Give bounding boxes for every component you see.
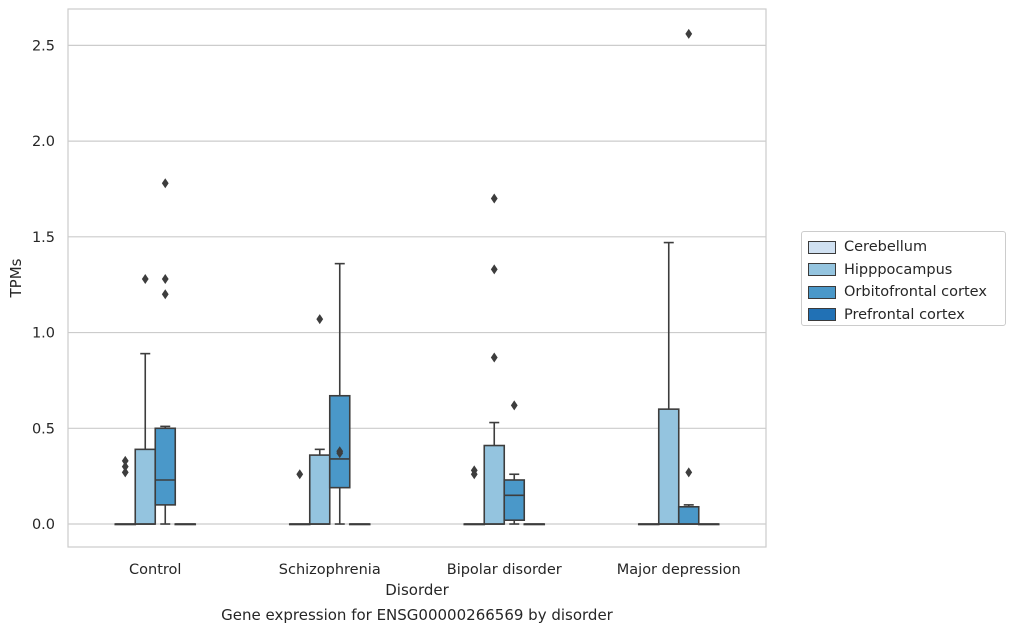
x-axis-label: Disorder — [385, 581, 449, 599]
box-0-3 — [637, 523, 660, 526]
y-tick-labels: 0.0 0.5 1.0 1.5 2.0 2.5 — [32, 38, 55, 533]
x-tick-labels: Control Schizophrenia Bipolar disorder Majo… — [129, 562, 741, 578]
outlier-1 — [161, 273, 169, 284]
outlier-0 — [141, 273, 149, 284]
x-tick-label-1: Schizophrenia — [279, 562, 381, 578]
y-tick-label-1: 0.5 — [32, 421, 55, 437]
outlier-2 — [490, 193, 498, 204]
box-2-3 — [677, 28, 700, 525]
box-layer — [114, 28, 720, 526]
box-body — [328, 394, 351, 489]
outlier-0 — [161, 289, 169, 300]
legend-swatch — [808, 285, 836, 299]
outlier-0 — [121, 467, 129, 478]
y-tick-label-3: 1.5 — [32, 230, 55, 246]
legend-label: Cerebellum — [844, 239, 928, 256]
outlier-2 — [161, 178, 169, 189]
box-body — [154, 427, 177, 506]
legend-swatch — [808, 263, 836, 277]
y-tick-label-2: 1.0 — [32, 326, 55, 342]
outlier-0 — [685, 467, 693, 478]
box-0-0 — [114, 455, 137, 526]
box-0-1 — [288, 469, 311, 526]
box-body — [308, 454, 331, 525]
figure-caption: Gene expression for ENSG00000266569 by d… — [221, 606, 613, 624]
box-3-0 — [174, 523, 197, 526]
box-1-2 — [483, 193, 506, 525]
y-tick-label-5: 2.5 — [32, 38, 55, 54]
x-tick-label-3: Major depression — [617, 562, 741, 578]
legend-swatch — [808, 308, 836, 322]
x-tick-label-0: Control — [129, 562, 181, 578]
legend-swatch — [808, 240, 836, 254]
outlier-1 — [490, 264, 498, 275]
legend-label: Orbitofrontal cortex — [844, 284, 987, 301]
legend-item-0: Cerebellum — [808, 236, 1005, 259]
y-tick-label-0: 0.0 — [32, 517, 55, 533]
legend-label: Prefrontal cortex — [844, 306, 965, 323]
box-3-3 — [697, 523, 720, 526]
legend-item-1: Hipppocampus — [808, 259, 1005, 282]
box-2-1 — [328, 262, 351, 525]
box-0-2 — [463, 465, 486, 526]
y-axis-label: TPMs — [7, 258, 25, 298]
legend: Cerebellum Hipppocampus Orbitofrontal cort… — [801, 231, 1006, 326]
box-body — [483, 444, 506, 525]
outlier-1 — [121, 461, 129, 472]
box-2-0 — [154, 178, 177, 525]
outlier-0 — [296, 469, 304, 480]
box-3-1 — [348, 523, 371, 526]
box-1-0 — [134, 273, 157, 525]
box-body — [503, 479, 526, 521]
box-2-2 — [503, 400, 526, 525]
x-tick-label-2: Bipolar disorder — [447, 562, 562, 578]
y-tick-label-4: 2.0 — [32, 134, 55, 150]
legend-item-2: Orbitofrontal cortex — [808, 281, 1005, 304]
box-body — [134, 448, 157, 525]
plot-frame — [67, 8, 767, 548]
outlier-0 — [510, 400, 518, 411]
legend-item-3: Prefrontal cortex — [808, 304, 1005, 327]
outlier-1 — [685, 28, 693, 39]
box-3-2 — [523, 523, 546, 526]
legend-label: Hipppocampus — [844, 261, 953, 278]
outlier-0 — [316, 314, 324, 325]
outlier-1 — [336, 446, 344, 457]
outlier-1 — [470, 465, 478, 476]
box-1-3 — [657, 241, 680, 525]
box-1-1 — [308, 314, 331, 525]
box-body — [657, 408, 680, 525]
outlier-0 — [490, 352, 498, 363]
box-body — [677, 505, 700, 525]
outlier-2 — [121, 455, 129, 466]
